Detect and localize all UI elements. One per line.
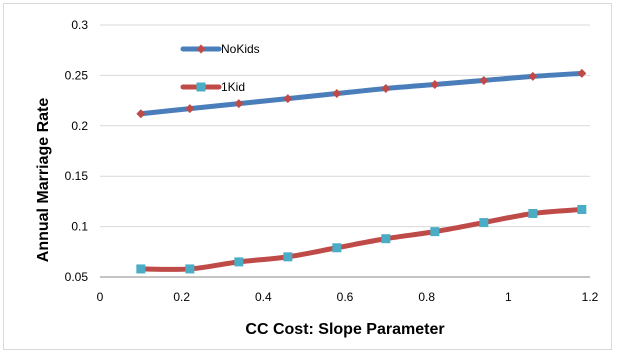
x-tick-label: 0.2	[173, 290, 190, 304]
y-tick-label: 0.25	[65, 68, 89, 82]
legend-label: NoKids	[221, 42, 260, 56]
data-point	[185, 104, 195, 114]
x-tick-label: 0.6	[337, 290, 354, 304]
x-tick-label: 0.8	[418, 290, 435, 304]
data-point	[479, 75, 489, 85]
y-tick-labels: 0.05 0.1 0.15 0.2 0.25 0.3	[65, 18, 89, 284]
data-point	[528, 208, 538, 218]
data-point	[332, 243, 342, 253]
legend-entry-1kid: 1Kid	[180, 80, 245, 94]
series-nokids	[136, 68, 587, 119]
legend-label: 1Kid	[221, 80, 245, 94]
y-tick-label: 0.15	[65, 169, 89, 183]
x-axis-title: CC Cost: Slope Parameter	[245, 321, 444, 338]
data-point	[185, 264, 195, 274]
y-axis-title: Annual Marriage Rate	[35, 98, 52, 263]
gridlines	[100, 24, 590, 228]
data-point	[381, 234, 391, 244]
series-1kid	[136, 204, 587, 274]
data-point	[234, 257, 244, 267]
y-tick-label: 0.2	[71, 119, 88, 133]
data-point	[381, 84, 391, 94]
legend-swatch-marker	[196, 82, 206, 92]
data-point	[528, 71, 538, 81]
x-tick-label: 1	[505, 290, 512, 304]
data-point	[430, 227, 440, 237]
x-tick-label: 0.4	[255, 290, 272, 304]
x-tick-label: 1.2	[582, 290, 599, 304]
x-tick-label: 0	[97, 290, 104, 304]
series-line	[138, 70, 585, 117]
legend: NoKids 1Kid	[180, 42, 260, 94]
data-point	[332, 89, 342, 99]
y-tick-label: 0.05	[65, 270, 89, 284]
data-point	[136, 109, 146, 119]
y-tick-label: 0.1	[71, 220, 88, 234]
data-point	[283, 252, 293, 262]
data-point	[479, 218, 489, 228]
series-layer	[136, 68, 587, 274]
y-tick-label: 0.3	[71, 18, 88, 32]
data-point	[234, 99, 244, 109]
data-point	[430, 79, 440, 89]
data-point	[283, 94, 293, 104]
x-tick-labels: 0 0.2 0.4 0.6 0.8 1 1.2	[97, 290, 599, 304]
data-point	[136, 264, 146, 274]
legend-entry-nokids: NoKids	[180, 42, 260, 56]
data-point	[577, 68, 587, 78]
series-line	[138, 206, 585, 272]
data-point	[577, 204, 587, 214]
legend-swatch-marker	[196, 44, 206, 54]
